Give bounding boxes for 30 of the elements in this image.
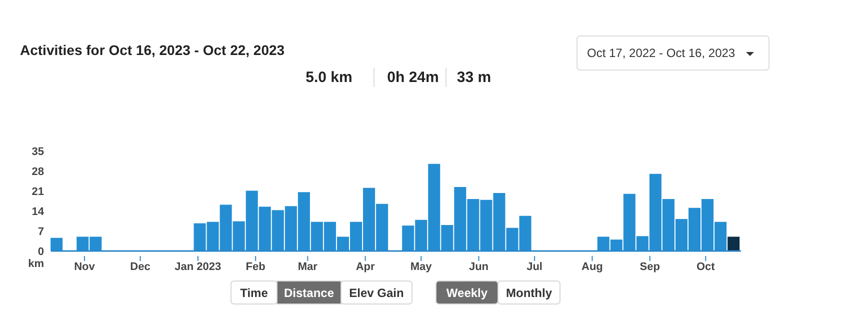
y-tick-label: 7 — [38, 226, 44, 238]
text: Oct 17, 2022 - Oct 16, 2023 — [587, 46, 736, 60]
y-tick-label: 28 — [32, 166, 44, 178]
x-tick-label: Aug — [582, 261, 603, 273]
x-tick-label: Dec — [130, 261, 150, 273]
x-tick-label: Mar — [298, 261, 318, 273]
x-tick-label: Jun — [468, 261, 489, 273]
text: 5.0 km — [306, 69, 352, 86]
x-tick-label: Oct — [696, 261, 716, 273]
x-tick-label: Jan 2023 — [174, 261, 222, 273]
text: Time — [240, 286, 268, 300]
y-axis-title: km — [28, 258, 44, 270]
y-tick-label: 14 — [32, 206, 45, 218]
y-tick-label: 0 — [38, 246, 44, 258]
x-tick-label: Apr — [356, 261, 376, 273]
text: Monthly — [506, 286, 552, 300]
x-tick-label: Jul — [526, 261, 543, 273]
text: Weekly — [446, 286, 488, 300]
text: Distance — [284, 286, 334, 300]
y-tick-label: 35 — [32, 146, 44, 158]
text: 33 m — [456, 69, 492, 86]
bar — [728, 236, 740, 251]
x-tick-label: Feb — [246, 261, 266, 273]
text: 0h 24m — [387, 69, 439, 86]
y-tick-label: 21 — [32, 186, 44, 198]
x-tick-label: May — [410, 261, 433, 273]
text: Elev Gain — [349, 286, 404, 300]
chart-title: Activities for Oct 16, 2023 - Oct 22, 2023 — [20, 42, 285, 58]
x-tick-label: Nov — [74, 261, 96, 273]
x-tick-label: Sep — [640, 261, 660, 273]
